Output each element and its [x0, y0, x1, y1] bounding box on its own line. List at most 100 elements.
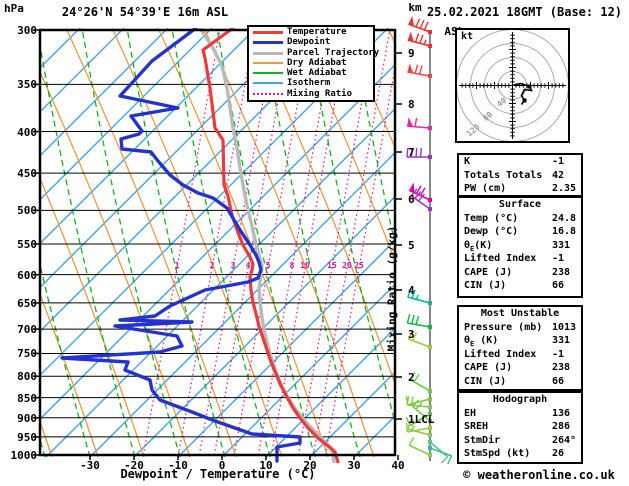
wind-barb	[407, 31, 432, 48]
wet-adiabat-line	[622, 28, 629, 457]
pressure-tick-label: 750	[17, 347, 37, 361]
stats-row: StmDir 264°	[459, 434, 581, 448]
legend-item: Dry Adiabat	[249, 58, 373, 68]
stats-row: SREH 286	[459, 420, 581, 434]
mixing-ratio-value-label: 25	[354, 261, 364, 270]
mixing-ratio-value-label: 5	[265, 261, 271, 270]
stats-value: 331	[552, 239, 571, 251]
hodograph-unit-label: kt	[461, 31, 474, 42]
legend-label: Dewpoint	[287, 37, 331, 48]
stats-row: K -1	[459, 155, 581, 169]
stats-label: CAPE (J)	[464, 362, 513, 374]
stats-row: CIN (J) 66	[459, 375, 581, 389]
temperature-tick-label: -20	[124, 459, 144, 472]
stats-box-hodograph: Hodograph EH 136 SREH 286 StmDir 264° StmSpd (k…	[457, 391, 583, 464]
temperature-tick-label: 30	[347, 459, 361, 472]
pressure-tick-label: 800	[17, 370, 37, 384]
wind-barb	[409, 371, 432, 393]
legend-item: Isotherm	[249, 78, 373, 88]
altitude-tick-label: 2	[408, 371, 415, 384]
stats-label: Dewp (°C)	[464, 226, 519, 238]
isotherm-line	[221, 284, 394, 458]
stats-box-title: Surface	[498, 199, 542, 210]
hodograph-marker	[527, 84, 532, 89]
dry-adiabat-line	[618, 28, 629, 457]
wind-barb	[408, 437, 432, 457]
temperature-tick-label: 0	[218, 459, 226, 472]
pressure-tick-label: 400	[17, 125, 37, 139]
stats-value: 286	[552, 421, 571, 433]
legend-label: Temperature	[287, 27, 347, 37]
pressure-unit-label: hPa	[4, 2, 24, 15]
dry-adiabat-line	[41, 72, 191, 458]
hodograph-panel: kt 40 80 120	[455, 28, 570, 143]
credit-footer: © weatheronline.co.uk	[463, 468, 615, 482]
legend-item: Temperature	[249, 27, 373, 37]
legend: Temperature Dewpoint Parcel Trajectory Dry …	[247, 25, 379, 102]
stats-row: PW (cm) 2.35	[459, 182, 581, 196]
legend-item: Parcel Trajectory	[249, 48, 379, 58]
mixing-ratio-axis-label: Mixing Ratio (g/kg)	[385, 225, 399, 352]
temperature-tick-label: -10	[168, 459, 188, 472]
wind-barb	[407, 420, 432, 437]
stats-value: 42	[552, 169, 565, 181]
stats-label: θE(K)	[464, 239, 493, 253]
wet-adiabat-line	[41, 266, 91, 458]
stats-row: θE (K) 331	[459, 334, 581, 348]
pressure-tick-label: 700	[17, 323, 37, 337]
isotherm-line	[45, 108, 394, 458]
wind-barb	[408, 182, 432, 202]
isotherm-line	[41, 28, 169, 156]
stats-label: Lifted Index	[464, 253, 537, 265]
mixing-ratio-value-label: 20	[342, 261, 352, 270]
legend-label: Isotherm	[287, 78, 331, 89]
stats-box-indices: K -1 Totals Totals 42 PW (cm) 2.35	[457, 153, 583, 197]
stats-box-title: Most Unstable	[480, 308, 560, 319]
mixing-ratio-value-label: 4	[245, 261, 251, 270]
altitude-axis-unit: km ASL	[408, 1, 464, 38]
stats-value: -1	[552, 348, 565, 360]
stats-row: θE(K) 331	[459, 239, 581, 253]
stats-label: StmSpd (kt)	[464, 448, 531, 460]
stats-value: 238	[552, 362, 571, 374]
legend-swatch-thick	[253, 31, 283, 34]
temperature-tick-label: 20	[303, 459, 317, 472]
x-axis-label: Dewpoint / Temperature (°C)	[120, 467, 316, 481]
wind-barb	[428, 446, 453, 465]
altitude-tick-label: 3	[408, 328, 415, 341]
altitude-tick-label: 5	[408, 239, 415, 252]
parcel-trace	[198, 28, 336, 463]
stats-row: CAPE (J) 238	[459, 266, 581, 280]
wind-barb	[405, 395, 432, 406]
plot-border	[38, 28, 397, 457]
pressure-tick-label: 900	[17, 411, 37, 425]
legend-label: Mixing Ratio	[287, 88, 353, 99]
legend-swatch-thick	[253, 51, 283, 55]
temperature-trace	[201, 28, 340, 463]
stats-value: 24.8	[552, 212, 577, 224]
pressure-tick-label: 500	[17, 204, 37, 218]
stats-label: StmDir	[464, 434, 501, 446]
stats-row: CAPE (J) 238	[459, 361, 581, 375]
stats-value: -1	[552, 156, 565, 167]
isotherm-line	[309, 372, 394, 458]
dewpoint-trace	[60, 28, 302, 463]
stats-row: StmSpd (kt) 26	[459, 447, 581, 461]
wind-barb	[407, 288, 432, 305]
stats-value: 1013	[552, 321, 577, 333]
stats-value: 264°	[552, 434, 577, 446]
wind-barb	[407, 63, 432, 78]
wet-adiabat-line	[577, 28, 629, 457]
wind-barb	[428, 440, 449, 464]
pressure-tick-label: 450	[17, 167, 37, 181]
stats-value: 331	[552, 335, 571, 347]
stats-row: EH 136	[459, 407, 581, 421]
mixing-ratio-value-label: 8	[289, 261, 295, 270]
mixing-ratio-value-label: 15	[327, 261, 337, 270]
wind-barb	[407, 330, 432, 349]
wind-barb	[407, 117, 432, 130]
legend-swatch-thick	[253, 41, 283, 45]
pressure-tick-label: 550	[17, 237, 37, 251]
wet-adiabat-line	[81, 28, 181, 458]
